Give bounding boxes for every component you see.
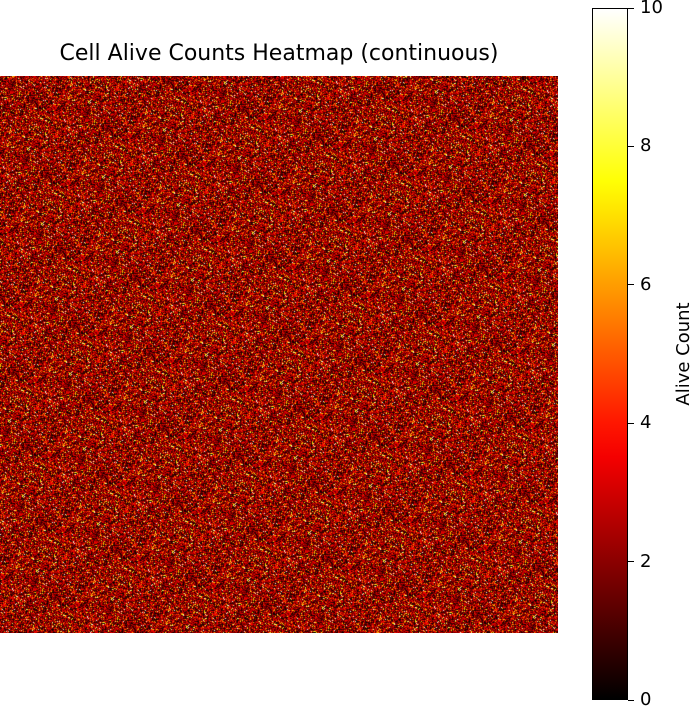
colorbar-tick-mark [628, 284, 634, 286]
colorbar-tick-mark [628, 561, 634, 563]
colorbar [592, 8, 628, 700]
colorbar-tick-label: 10 [640, 0, 663, 18]
colorbar-tick-label: 2 [640, 550, 652, 572]
heatmap-image [0, 76, 558, 633]
colorbar-tick-label: 8 [640, 135, 652, 157]
colorbar-tick-mark [628, 422, 634, 424]
colorbar-tick-mark [628, 699, 634, 701]
chart-title: Cell Alive Counts Heatmap (continuous) [59, 41, 499, 66]
colorbar-tick-label: 6 [640, 273, 652, 295]
colorbar-tick-label: 4 [640, 412, 652, 434]
colorbar-label: Alive Count [673, 302, 694, 406]
colorbar-tick-label: 0 [640, 689, 652, 710]
colorbar-tick-mark [628, 7, 634, 9]
colorbar-tick-mark [628, 145, 634, 147]
